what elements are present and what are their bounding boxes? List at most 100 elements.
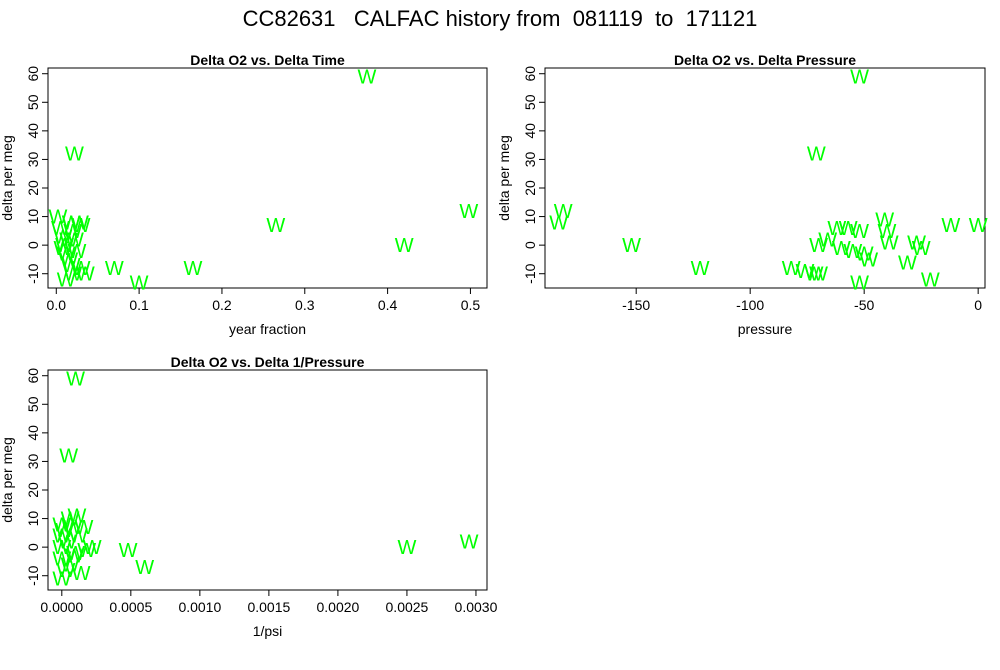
data-point: W — [63, 264, 82, 286]
y-tick-label: 30 — [25, 453, 41, 469]
y-axis-label: delta per meg — [0, 437, 15, 523]
y-tick-label: 60 — [25, 66, 41, 82]
x-tick-label: -100 — [736, 297, 764, 313]
main-title: CC82631 CALFAC history from 081119 to 17… — [242, 6, 758, 31]
data-point: W — [912, 238, 931, 260]
x-tick-label: 0 — [974, 297, 982, 313]
data-point: W — [59, 446, 78, 468]
x-axis-label: pressure — [738, 321, 793, 337]
data-point: W — [850, 67, 869, 89]
x-axis-label: year fraction — [229, 321, 306, 337]
data-point: W — [58, 531, 77, 553]
y-tick-label: 0 — [522, 241, 538, 249]
data-point: W — [795, 261, 814, 283]
y-tick-label: -10 — [522, 263, 538, 283]
data-point: W — [66, 543, 85, 565]
y-tick-label: 30 — [25, 151, 41, 167]
data-point: W — [782, 258, 801, 280]
data-point: W — [357, 67, 376, 89]
data-point: W — [51, 218, 70, 240]
data-point: W — [52, 537, 71, 559]
x-tick-label: 0.1 — [129, 297, 149, 313]
data-point: W — [57, 560, 76, 582]
data-point: W — [807, 144, 826, 166]
data-point: W — [622, 235, 641, 257]
x-tick-label: 0.2 — [212, 297, 232, 313]
data-point: W — [48, 207, 67, 229]
data-point: W — [62, 212, 81, 234]
x-tick-label: 0.0000 — [40, 599, 83, 615]
y-tick-label: 10 — [25, 511, 41, 527]
data-point: W — [880, 232, 899, 254]
data-point: W — [135, 557, 154, 579]
data-point: W — [855, 244, 874, 266]
data-point: W — [53, 227, 72, 249]
y-tick-label: 30 — [522, 151, 538, 167]
data-point: W — [843, 241, 862, 263]
y-tick-label: 10 — [25, 209, 41, 225]
data-point: W — [61, 554, 80, 576]
data-point: W — [68, 506, 87, 528]
x-tick-label: 0.0015 — [247, 599, 290, 615]
data-point: W — [55, 520, 74, 542]
data-point: W — [72, 215, 91, 237]
data-point: W — [395, 235, 414, 257]
data-point: W — [52, 569, 71, 591]
data-point: W — [63, 517, 82, 539]
data-point: W — [850, 272, 869, 294]
data-point: W — [941, 215, 960, 237]
data-point: W — [809, 235, 828, 257]
data-point: W — [69, 526, 88, 548]
x-tick-label: -150 — [622, 297, 650, 313]
data-point: W — [105, 258, 124, 280]
data-point: W — [460, 531, 479, 553]
data-point: W — [65, 144, 84, 166]
plot-frame-1 — [47, 67, 488, 289]
y-tick-label: 60 — [522, 66, 538, 82]
plot-title-1: Delta O2 vs. Delta Time — [190, 52, 345, 68]
data-point: W — [818, 229, 837, 251]
data-point: W — [397, 537, 416, 559]
data-point: W — [549, 212, 568, 234]
x-tick-label: 0.3 — [295, 297, 315, 313]
y-axis-label: delta per meg — [496, 135, 512, 221]
data-point: W — [907, 232, 926, 254]
x-tick-label: 0.0030 — [455, 599, 498, 615]
data-point: W — [65, 546, 84, 568]
data-point: W — [130, 272, 149, 294]
data-point: W — [878, 221, 897, 243]
x-tick-label: -50 — [854, 297, 874, 313]
y-tick-label: 60 — [25, 368, 41, 384]
data-point: W — [57, 244, 76, 266]
x-tick-label: 0.4 — [378, 297, 398, 313]
data-point: W — [827, 218, 846, 240]
data-point: W — [921, 269, 940, 291]
plot-frame-3 — [47, 369, 488, 591]
y-axis-label: delta per meg — [0, 135, 15, 221]
data-point: W — [809, 264, 828, 286]
data-point: W — [859, 249, 878, 271]
x-tick-label: 0.0010 — [178, 599, 221, 615]
plot-frame-2 — [544, 67, 986, 289]
data-point: W — [839, 218, 858, 240]
y-tick-label: 40 — [25, 425, 41, 441]
y-tick-label: 10 — [522, 209, 538, 225]
data-point: W — [52, 526, 71, 548]
data-point: W — [57, 269, 76, 291]
data-point: W — [55, 235, 74, 257]
data-point: W — [68, 241, 87, 263]
y-tick-label: 40 — [25, 123, 41, 139]
data-point: W — [66, 369, 85, 391]
data-point: W — [83, 537, 102, 559]
data-point: W — [72, 563, 91, 585]
data-point: W — [53, 238, 72, 260]
data-point: W — [74, 517, 93, 539]
x-tick-label: 0.0025 — [386, 599, 429, 615]
data-point: W — [554, 201, 573, 223]
data-point: W — [266, 215, 285, 237]
data-point: W — [59, 249, 78, 271]
data-point: W — [119, 540, 138, 562]
y-tick-label: 0 — [25, 241, 41, 249]
data-point: W — [65, 229, 84, 251]
